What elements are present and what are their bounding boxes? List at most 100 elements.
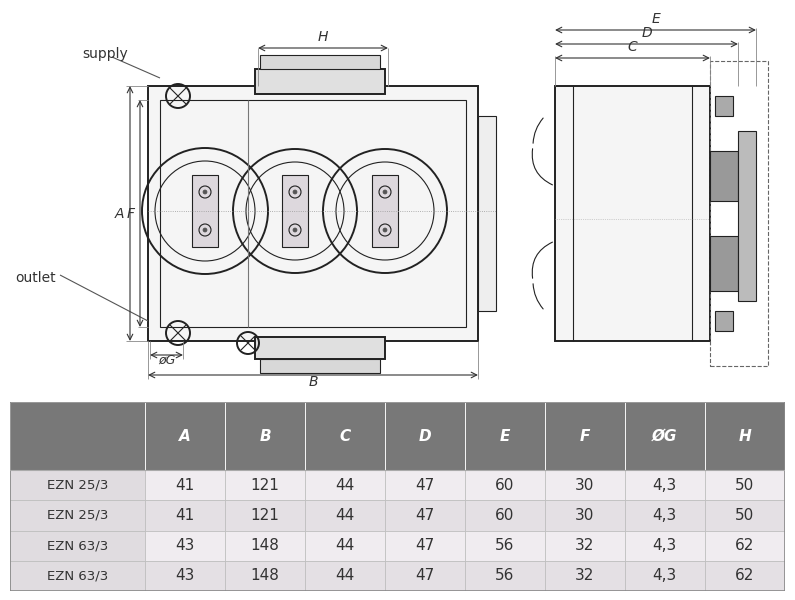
Bar — [465, 470, 545, 500]
Bar — [704, 470, 785, 500]
Text: A: A — [180, 428, 191, 443]
Bar — [715, 96, 733, 116]
Bar — [305, 530, 385, 561]
Text: 4,3: 4,3 — [653, 538, 677, 553]
Bar — [478, 116, 496, 311]
Text: A: A — [114, 206, 124, 220]
Bar — [385, 561, 465, 591]
Text: supply: supply — [82, 47, 128, 61]
Text: 41: 41 — [176, 478, 195, 493]
Bar — [545, 561, 625, 591]
Text: 56: 56 — [495, 538, 514, 553]
Bar — [145, 530, 225, 561]
Text: 43: 43 — [176, 568, 195, 583]
Bar — [625, 530, 704, 561]
Circle shape — [383, 190, 387, 194]
Text: 44: 44 — [335, 538, 355, 553]
Bar — [255, 69, 385, 94]
Bar — [145, 561, 225, 591]
Bar — [738, 131, 756, 301]
Bar — [704, 530, 785, 561]
Bar — [145, 500, 225, 530]
Text: 121: 121 — [250, 478, 280, 493]
Text: 60: 60 — [495, 478, 514, 493]
Text: 148: 148 — [250, 538, 280, 553]
Bar — [465, 402, 545, 470]
Bar — [225, 561, 305, 591]
Text: 30: 30 — [575, 478, 595, 493]
Bar — [625, 561, 704, 591]
Bar — [225, 402, 305, 470]
Text: 62: 62 — [735, 538, 754, 553]
Circle shape — [383, 228, 387, 232]
Bar — [10, 402, 145, 470]
Bar — [10, 530, 145, 561]
Bar — [710, 151, 738, 201]
Bar — [625, 402, 704, 470]
Text: 47: 47 — [415, 478, 435, 493]
Bar — [10, 500, 145, 530]
Bar — [385, 530, 465, 561]
Bar — [710, 61, 768, 366]
Bar — [545, 530, 625, 561]
Text: 44: 44 — [335, 508, 355, 523]
Text: H: H — [318, 30, 328, 44]
Text: 62: 62 — [735, 568, 754, 583]
Text: 43: 43 — [176, 538, 195, 553]
Text: D: D — [642, 26, 652, 40]
Text: E: E — [651, 12, 660, 26]
Text: 4,3: 4,3 — [653, 508, 677, 523]
Bar — [148, 86, 478, 341]
Bar — [545, 500, 625, 530]
Text: ØG: ØG — [652, 428, 677, 443]
Bar — [10, 561, 145, 591]
Bar — [625, 500, 704, 530]
Text: 4,3: 4,3 — [653, 478, 677, 493]
Bar — [305, 500, 385, 530]
Bar — [225, 530, 305, 561]
Text: F: F — [580, 428, 590, 443]
Bar — [385, 470, 465, 500]
Bar — [255, 337, 385, 359]
Text: EZN 25/3: EZN 25/3 — [47, 479, 108, 491]
Bar — [260, 55, 380, 69]
Bar — [704, 402, 785, 470]
Bar — [465, 530, 545, 561]
Bar — [710, 236, 738, 291]
Text: D: D — [419, 428, 431, 443]
Bar — [555, 86, 710, 341]
Circle shape — [293, 228, 297, 232]
Bar — [260, 359, 380, 373]
Text: EZN 63/3: EZN 63/3 — [47, 539, 108, 552]
Bar — [545, 402, 625, 470]
Text: 32: 32 — [575, 568, 595, 583]
Text: 30: 30 — [575, 508, 595, 523]
Text: øG: øG — [158, 354, 175, 367]
Text: 47: 47 — [415, 538, 435, 553]
Text: B: B — [308, 375, 318, 389]
Bar — [465, 561, 545, 591]
Text: C: C — [627, 40, 638, 54]
Bar — [305, 470, 385, 500]
Bar — [715, 311, 733, 331]
Bar — [465, 500, 545, 530]
Bar — [625, 470, 704, 500]
Bar — [10, 470, 145, 500]
Text: 47: 47 — [415, 508, 435, 523]
Bar — [385, 500, 465, 530]
Text: 44: 44 — [335, 568, 355, 583]
Bar — [545, 470, 625, 500]
Bar — [145, 402, 225, 470]
Bar — [704, 561, 785, 591]
Bar — [305, 402, 385, 470]
Bar — [225, 470, 305, 500]
Text: 47: 47 — [415, 568, 435, 583]
Bar — [225, 500, 305, 530]
Bar — [145, 470, 225, 500]
Circle shape — [203, 190, 207, 194]
Bar — [305, 561, 385, 591]
Text: E: E — [500, 428, 510, 443]
Bar — [160, 100, 466, 327]
Bar — [282, 175, 308, 247]
Circle shape — [293, 190, 297, 194]
